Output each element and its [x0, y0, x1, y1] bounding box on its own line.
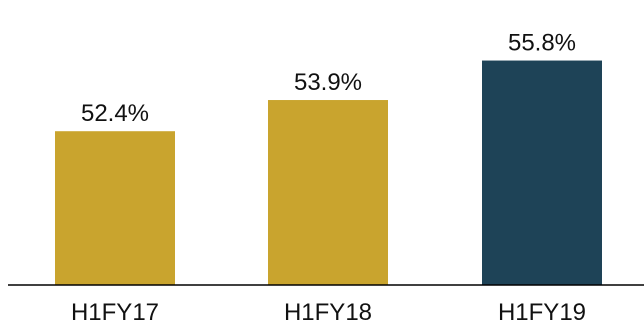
- x-tick-label-h1fy19: H1FY19: [498, 299, 586, 326]
- x-tick-label-h1fy17: H1FY17: [71, 299, 159, 326]
- data-labels-group: 52.4% 53.9% 55.8%: [81, 30, 576, 128]
- data-label-h1fy18: 53.9%: [294, 69, 362, 96]
- bar-h1fy17: [55, 131, 175, 285]
- data-label-h1fy17: 52.4%: [81, 100, 149, 127]
- bars-group: [55, 60, 602, 286]
- x-tick-labels-group: H1FY17 H1FY18 H1FY19: [71, 299, 586, 326]
- x-tick-label-h1fy18: H1FY18: [284, 299, 372, 326]
- bar-h1fy19: [482, 60, 602, 286]
- data-label-h1fy19: 55.8%: [508, 30, 576, 57]
- bar-h1fy18: [268, 100, 388, 285]
